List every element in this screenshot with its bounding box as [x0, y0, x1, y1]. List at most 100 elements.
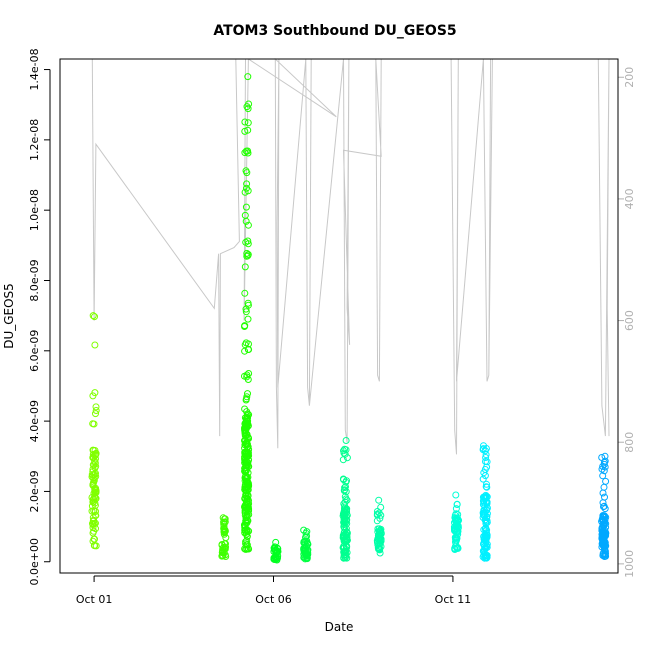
data-point: [375, 496, 383, 504]
data-point: [454, 530, 462, 538]
data-point: [241, 455, 249, 463]
data-point: [343, 454, 351, 462]
data-point: [89, 392, 97, 400]
data-point: [241, 263, 249, 271]
data-point: [92, 407, 100, 414]
data-point: [480, 526, 488, 534]
data-point: [482, 454, 490, 461]
data-point: [340, 551, 348, 559]
data-point: [340, 449, 348, 457]
data-point: [244, 73, 252, 81]
data-point: [483, 532, 490, 540]
data-point: [244, 420, 252, 428]
data-point: [481, 466, 489, 473]
altitude-trace: [91, 57, 610, 455]
data-point: [452, 510, 460, 518]
data-point: [241, 467, 249, 475]
data-point: [89, 514, 97, 522]
data-point: [245, 346, 253, 353]
data-point: [375, 545, 383, 553]
data-point: [89, 537, 97, 545]
data-point: [91, 464, 99, 472]
y2-tick-label: 800: [623, 432, 636, 453]
data-point: [91, 313, 98, 321]
data-point: [219, 546, 227, 554]
data-point: [302, 548, 310, 556]
data-point: [301, 537, 309, 545]
y-tick-label: 1.4e-08: [28, 48, 41, 90]
data-point: [600, 522, 608, 530]
data-point: [600, 503, 607, 511]
x-tick-label: Oct 06: [255, 593, 292, 606]
point-group-4: [300, 526, 312, 563]
data-point: [241, 118, 249, 126]
data-point: [598, 540, 606, 548]
data-point: [340, 500, 348, 508]
data-point: [341, 484, 349, 492]
data-point: [598, 515, 606, 523]
data-point: [451, 514, 459, 522]
data-point: [89, 454, 97, 462]
data-point: [274, 554, 281, 562]
axes: 0.0e+00 2.0e-09 4.0e-09 6.0e-09 8.0e-09 1.0e-…: [28, 48, 636, 606]
data-point: [271, 543, 279, 551]
y-axis-label: DU_GEOS5: [2, 283, 16, 349]
data-point: [244, 456, 252, 464]
data-point: [88, 494, 96, 501]
data-point: [602, 477, 610, 485]
data-point: [483, 483, 491, 491]
data-point: [453, 500, 461, 508]
data-point: [243, 184, 250, 192]
y-tick-label: 1.2e-08: [28, 119, 41, 161]
data-point: [242, 147, 250, 155]
data-point: [376, 527, 384, 535]
data-point: [303, 552, 311, 560]
y-tick-label: 1.0e-08: [28, 189, 41, 231]
data-point: [242, 538, 250, 546]
y-tick-label: 6.0e-09: [28, 330, 41, 372]
data-point: [483, 498, 491, 506]
y2-tick-label: 200: [623, 67, 636, 88]
y2-tick-label: 600: [623, 310, 636, 331]
data-point: [242, 308, 250, 316]
data-point: [244, 443, 252, 451]
data-point: [88, 507, 96, 515]
point-group-5: [339, 437, 351, 562]
data-point: [480, 540, 488, 547]
data-point: [243, 169, 251, 177]
data-point: [242, 203, 250, 211]
data-point: [242, 434, 250, 441]
y2-tick-label: 1000: [623, 550, 636, 578]
data-point: [598, 526, 606, 534]
data-point: [90, 420, 98, 428]
data-point: [599, 472, 607, 480]
data-point: [244, 240, 252, 248]
data-point: [241, 341, 249, 349]
data-point: [244, 237, 252, 245]
data-point: [91, 452, 99, 460]
data-point: [483, 540, 491, 548]
data-point: [452, 515, 460, 523]
data-point: [600, 531, 608, 539]
y-tick-label: 0.0e+00: [28, 538, 41, 585]
data-point: [243, 393, 251, 401]
point-group-8: [479, 442, 491, 562]
data-point: [340, 532, 348, 540]
data-point: [373, 511, 381, 519]
data-point: [341, 445, 349, 453]
y-tick-label: 2.0e-09: [28, 470, 41, 512]
data-point: [454, 544, 462, 552]
data-point: [241, 495, 249, 503]
data-point: [221, 519, 229, 527]
data-point: [243, 249, 251, 257]
data-point: [242, 396, 250, 404]
data-point: [483, 458, 491, 466]
data-point: [243, 528, 251, 536]
y-tick-label: 8.0e-09: [28, 259, 41, 301]
data-point: [222, 534, 230, 542]
data-point: [241, 323, 248, 330]
data-point: [482, 493, 490, 501]
data-point: [244, 221, 252, 229]
data-point: [241, 149, 249, 157]
